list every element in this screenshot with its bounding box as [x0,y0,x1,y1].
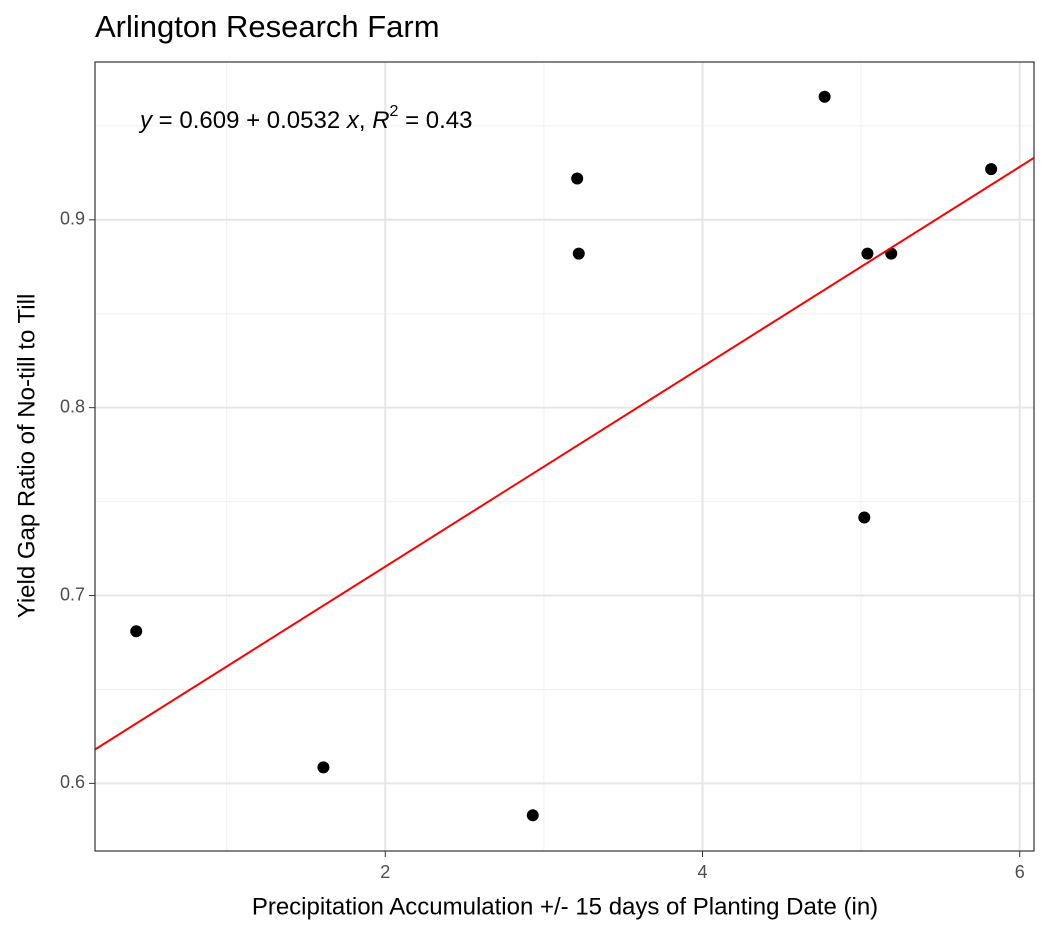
plot-border [94,61,1035,852]
x-tick-label: 4 [697,862,707,882]
point [317,761,330,774]
y-tick-label: 0.9 [60,209,85,229]
eq-part: = 0.609 + 0.0532 [152,107,347,134]
x-axis-title: Precipitation Accumulation +/- 15 days o… [252,893,878,920]
point [572,247,585,260]
eq-part: = 0.43 [398,107,472,134]
eq-part: x [346,107,360,134]
y-tick-label: 0.7 [60,584,85,604]
point [858,511,871,524]
equation: y = 0.609 + 0.0532 x, R2 = 0.43 [138,103,473,134]
x-tick-label: 2 [380,862,390,882]
marks [94,90,1035,822]
point [571,172,584,185]
eq-part: y [138,107,154,134]
eq-part: R [372,107,389,134]
y-tick-label: 0.6 [60,772,85,792]
fit-line [94,156,1035,751]
chart-title: Arlington Research Farm [95,9,440,44]
x-tick-label: 6 [1015,862,1025,882]
y-tick-label: 0.8 [60,396,85,416]
point [130,625,143,638]
grid [95,62,1034,851]
eq-part: 2 [390,103,399,120]
point [818,90,831,103]
point [526,809,539,822]
y-axis-title: Yield Gap Ratio of No-till to Till [13,294,40,619]
point [861,247,874,260]
point [985,163,998,176]
eq-part: , [359,107,372,134]
